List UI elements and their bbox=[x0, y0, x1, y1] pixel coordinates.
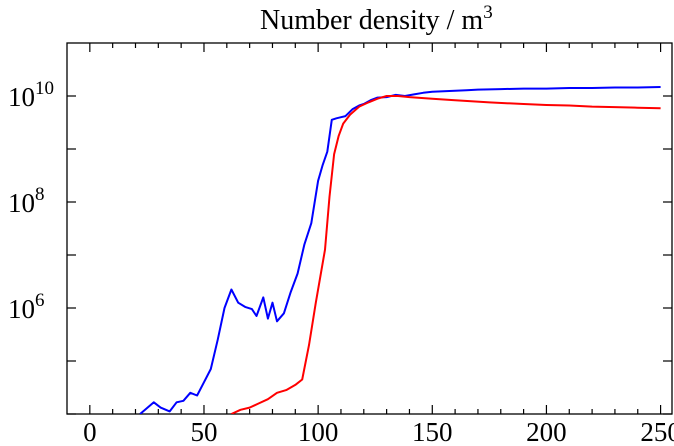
chart-title: Number density / m3 bbox=[260, 2, 493, 36]
y-tick-exponent: 10 bbox=[35, 78, 54, 99]
y-tick-base: 10 bbox=[8, 294, 35, 324]
x-tick-label: 0 bbox=[83, 417, 97, 446]
y-tick-base: 10 bbox=[8, 82, 35, 112]
y-tick-base: 10 bbox=[8, 188, 35, 218]
x-tick-label: 100 bbox=[298, 417, 339, 446]
y-tick-exponent: 6 bbox=[35, 290, 45, 311]
x-axis: 0 50 100 150 200 250 bbox=[83, 43, 674, 446]
chart-title-text: Number density / m bbox=[260, 5, 483, 36]
x-tick-label: 200 bbox=[526, 417, 567, 446]
series-line-1 bbox=[139, 86, 661, 414]
x-tick-label: 50 bbox=[190, 417, 217, 446]
series-lines bbox=[139, 86, 661, 414]
y-tick-label: 108 bbox=[8, 184, 45, 218]
chart-title-superscript: 3 bbox=[483, 2, 493, 23]
y-tick-label: 106 bbox=[8, 290, 45, 324]
x-tick-label: 250 bbox=[640, 417, 674, 446]
y-tick-label: 1010 bbox=[8, 78, 54, 112]
y-tick-exponent: 8 bbox=[35, 184, 45, 205]
x-tick-label: 150 bbox=[412, 417, 453, 446]
plot-frame bbox=[66, 42, 673, 415]
series-line-2 bbox=[230, 95, 661, 414]
